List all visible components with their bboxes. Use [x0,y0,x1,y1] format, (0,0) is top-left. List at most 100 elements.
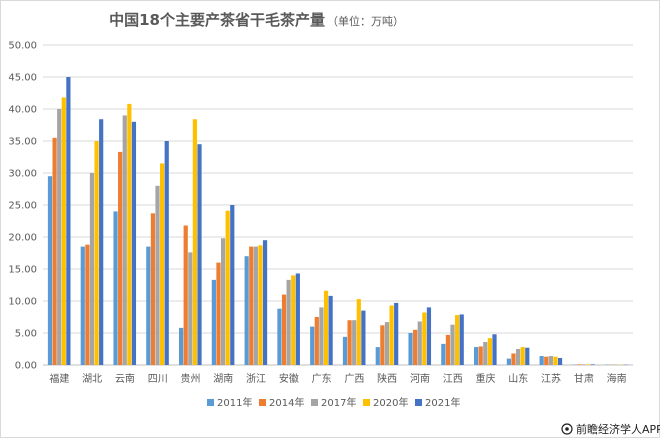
y-tick-label: 50.00 [8,41,37,52]
bar [474,347,478,365]
bar [179,328,183,365]
bar [455,315,459,365]
bar [413,330,417,365]
legend-swatch [415,399,422,406]
y-tick-label: 15.00 [8,265,37,276]
bar [245,256,249,365]
bar [352,320,356,365]
x-category-label: 四川 [148,374,168,385]
x-category-label: 河南 [410,372,430,385]
bar [479,346,483,365]
bar [516,349,520,365]
bar [347,320,351,365]
bar [483,342,487,365]
bar [160,163,164,365]
bar [511,353,515,365]
bar [127,104,131,365]
bar [361,311,365,365]
legend-swatch [259,399,266,406]
bar [66,77,70,365]
bar [488,338,492,365]
bar [310,327,314,365]
y-tick-label: 35.00 [8,137,37,148]
y-axis-ticks: 0.00 5.00 10.00 15.00 20.00 25.00 30.00 35.00 40… [8,41,37,372]
bar [249,247,253,365]
x-category-label: 云南 [115,372,135,385]
x-category-label: 重庆 [476,372,496,385]
bar [57,109,61,365]
bar [577,364,581,365]
bar [193,119,197,365]
bar [427,307,431,365]
y-tick-label: 25.00 [8,201,37,212]
bar [123,115,127,365]
chart-subtitle: （单位：万吨） [327,14,404,28]
bar [343,337,347,365]
bar [408,333,412,365]
x-category-label: 海南 [607,372,627,385]
watermark: 前瞻经济学人APP [562,422,660,436]
bar [94,141,98,365]
legend-label: 2017年 [321,396,356,409]
y-tick-label: 45.00 [8,73,37,84]
bar [118,152,122,365]
bar [582,364,586,365]
bar [151,213,155,365]
x-category-label: 陕西 [377,372,397,385]
bar [558,358,562,365]
bar [380,325,384,365]
x-category-label: 湖南 [213,372,233,385]
bar [221,238,225,365]
x-category-label: 贵州 [181,372,201,385]
bar [446,335,450,365]
bar [155,186,159,365]
bar [422,313,426,365]
bar [492,334,496,365]
y-tick-label: 5.00 [15,329,37,340]
y-tick-label: 0.00 [15,361,37,372]
x-category-label: 浙江 [246,373,266,385]
legend-swatch [363,399,370,406]
y-tick-label: 30.00 [8,169,37,180]
x-category-label: 江苏 [541,372,561,385]
bar [376,347,380,365]
bar [287,280,291,365]
y-tick-label: 10.00 [8,297,37,308]
x-category-label: 甘肃 [574,372,594,385]
bar [113,211,117,365]
bar [230,205,234,365]
y-tick-label: 20.00 [8,233,37,244]
bar [586,364,590,365]
bar [48,176,52,365]
bar [441,344,445,365]
bar [62,97,66,365]
x-axis-categories: 福建湖北云南四川贵州湖南浙江安徽广东广西陕西河南江西重庆山东江苏甘肃海南 [49,372,626,385]
bar [450,325,454,365]
bar [324,291,328,365]
bar [258,245,262,365]
bar [216,263,220,365]
bar [357,299,361,365]
bar [553,357,557,365]
x-category-label: 广西 [344,373,364,385]
bar [389,305,393,365]
bar [146,247,150,365]
eye-logo-pupil [565,427,569,431]
bar [525,348,529,365]
bar [132,122,136,365]
legend-label: 2020年 [373,396,408,409]
bar [394,303,398,365]
bar [226,211,230,365]
bar [385,322,389,365]
bar [319,307,323,365]
bar [212,280,216,365]
legend-label: 2011年 [217,396,252,409]
legend-swatch [311,399,318,406]
x-category-label: 山东 [508,372,528,385]
watermark-text: 前瞻经济学人APP [576,422,660,436]
x-category-label: 湖北 [82,373,102,385]
legend-swatch [207,399,214,406]
bar [507,359,511,365]
y-tick-label: 40.00 [8,105,37,116]
